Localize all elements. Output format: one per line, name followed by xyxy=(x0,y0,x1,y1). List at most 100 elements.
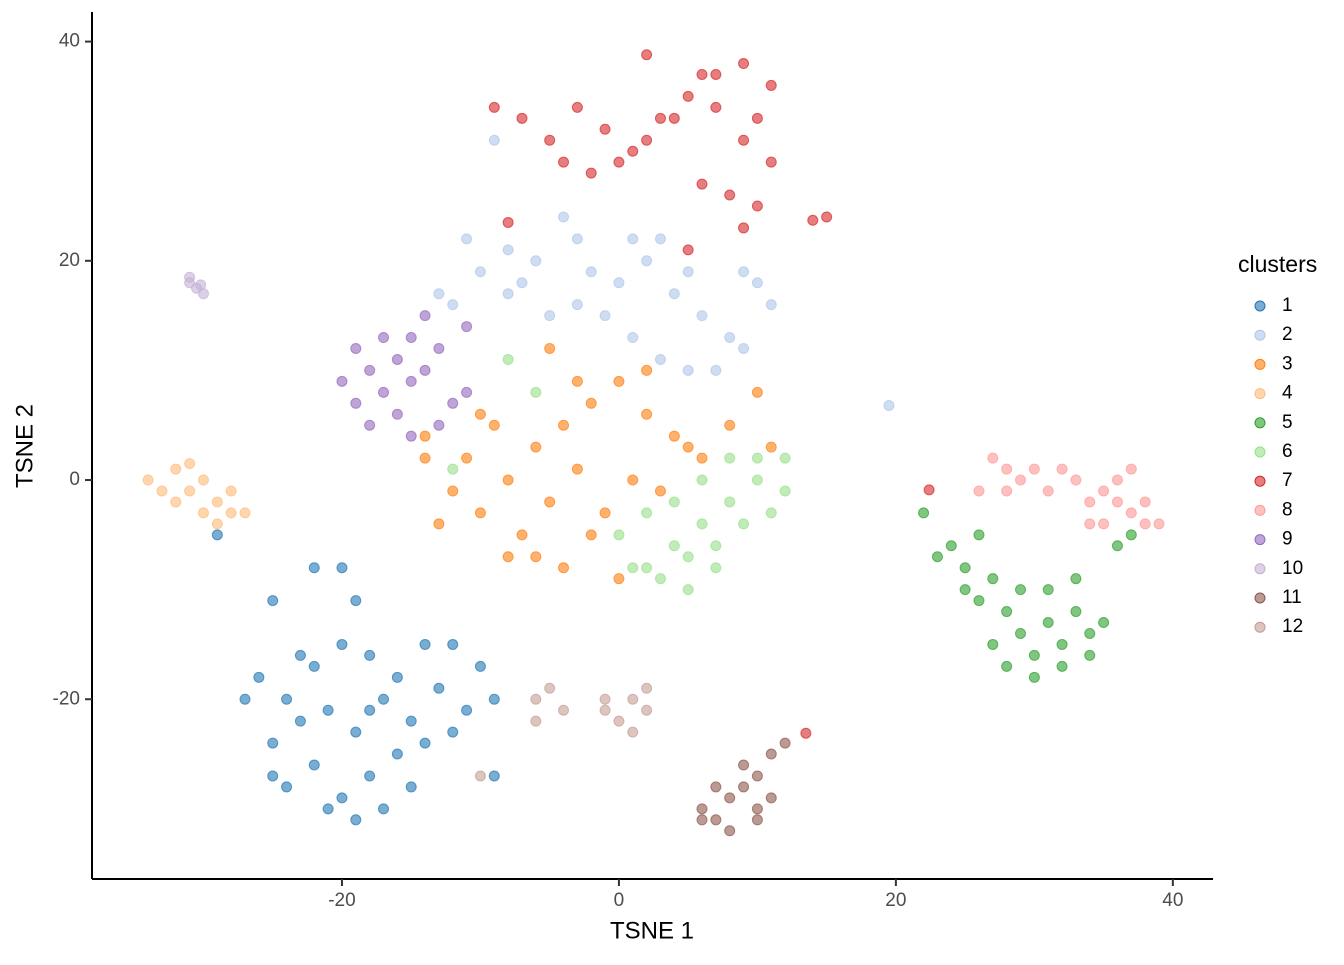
point xyxy=(682,584,694,596)
point xyxy=(461,386,473,398)
point xyxy=(197,474,209,486)
point xyxy=(378,386,390,398)
point xyxy=(641,704,653,716)
point xyxy=(530,255,542,267)
point xyxy=(502,216,514,228)
point xyxy=(751,452,763,464)
point xyxy=(1098,485,1110,497)
legend-title: clusters xyxy=(1238,251,1317,277)
point xyxy=(751,770,763,782)
point xyxy=(558,156,570,168)
legend-label: 8 xyxy=(1282,499,1293,520)
point xyxy=(1042,485,1054,497)
point xyxy=(1001,606,1013,618)
point xyxy=(488,134,500,146)
point xyxy=(170,463,182,475)
point xyxy=(724,496,736,508)
point xyxy=(350,342,362,354)
point xyxy=(474,770,486,782)
x-tick-label: -20 xyxy=(328,890,355,911)
point xyxy=(391,748,403,760)
point xyxy=(751,386,763,398)
point xyxy=(724,332,736,344)
point xyxy=(474,507,486,519)
point xyxy=(710,562,722,574)
point xyxy=(1139,496,1151,508)
point xyxy=(1111,496,1123,508)
point xyxy=(391,671,403,683)
point xyxy=(751,200,763,212)
point xyxy=(433,682,445,694)
point xyxy=(1153,518,1165,530)
point xyxy=(405,781,417,793)
point xyxy=(724,792,736,804)
legend-marker xyxy=(1254,504,1266,516)
legend-label: 5 xyxy=(1282,412,1293,433)
point xyxy=(654,112,666,124)
point xyxy=(1042,617,1054,629)
point xyxy=(1111,540,1123,552)
point xyxy=(1070,573,1082,585)
point xyxy=(308,660,320,672)
point xyxy=(544,342,556,354)
point xyxy=(738,222,750,234)
point xyxy=(322,704,334,716)
point xyxy=(488,693,500,705)
point xyxy=(1015,584,1027,596)
point xyxy=(682,90,694,102)
point xyxy=(433,419,445,431)
point xyxy=(585,397,597,409)
point xyxy=(419,452,431,464)
point xyxy=(973,485,985,497)
point xyxy=(696,474,708,486)
legend-marker xyxy=(1254,592,1266,604)
point xyxy=(1084,627,1096,639)
point xyxy=(447,485,459,497)
point xyxy=(738,58,750,70)
point xyxy=(751,474,763,486)
legend-marker xyxy=(1254,329,1266,341)
point xyxy=(1001,485,1013,497)
point xyxy=(807,214,819,226)
legend-label: 10 xyxy=(1282,558,1303,579)
point xyxy=(696,68,708,80)
point xyxy=(668,112,680,124)
point xyxy=(516,529,528,541)
legend-marker xyxy=(1254,475,1266,487)
legend-marker xyxy=(1254,446,1266,458)
point xyxy=(959,562,971,574)
point xyxy=(696,310,708,322)
point xyxy=(585,529,597,541)
point xyxy=(641,49,653,61)
point xyxy=(253,671,265,683)
x-tick-label: 0 xyxy=(614,890,625,911)
point xyxy=(696,803,708,815)
point xyxy=(474,266,486,278)
point xyxy=(419,310,431,322)
point xyxy=(558,419,570,431)
x-tick-label: 20 xyxy=(885,890,906,911)
point xyxy=(738,759,750,771)
point xyxy=(350,397,362,409)
point xyxy=(710,68,722,80)
point xyxy=(364,770,376,782)
point xyxy=(1125,529,1137,541)
point xyxy=(447,463,459,475)
point xyxy=(433,288,445,300)
point xyxy=(668,540,680,552)
point xyxy=(530,693,542,705)
point xyxy=(447,397,459,409)
point xyxy=(627,693,639,705)
point xyxy=(599,310,611,322)
point xyxy=(765,748,777,760)
point xyxy=(613,529,625,541)
point xyxy=(544,682,556,694)
point xyxy=(987,452,999,464)
point xyxy=(613,277,625,289)
point xyxy=(641,562,653,574)
point xyxy=(405,332,417,344)
point xyxy=(613,573,625,585)
legend-label: 4 xyxy=(1282,383,1293,404)
point xyxy=(197,507,209,519)
point xyxy=(1028,671,1040,683)
